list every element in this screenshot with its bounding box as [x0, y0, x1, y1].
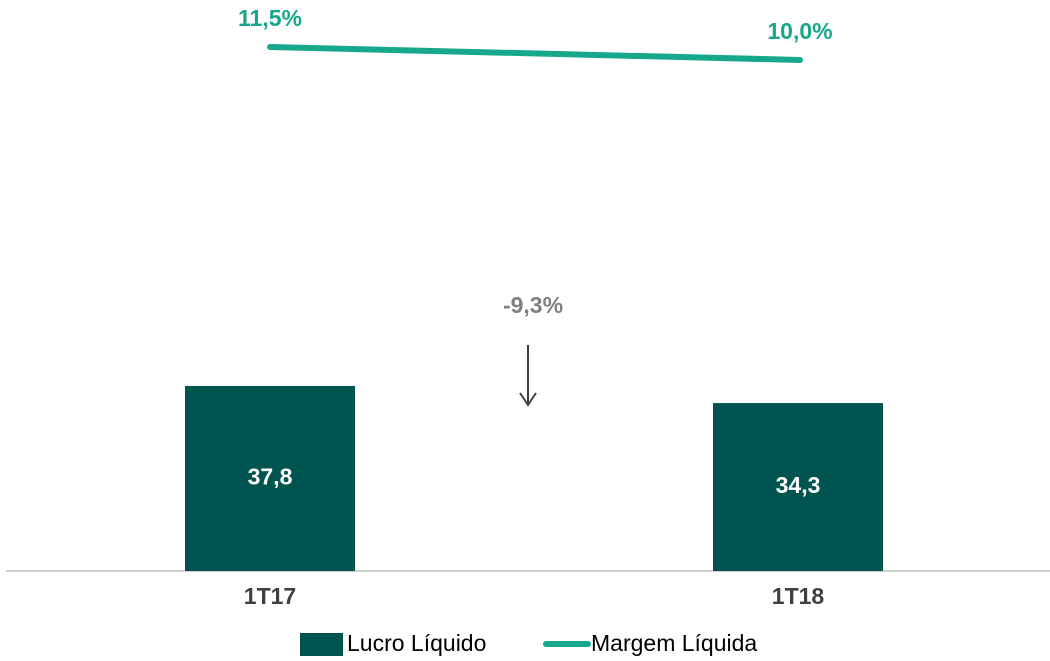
bar	[713, 403, 883, 571]
legend-swatch	[300, 633, 343, 656]
legend-label: Margem Líquida	[591, 630, 757, 656]
arrow-head	[519, 392, 537, 407]
annotation: -9,3%	[503, 292, 563, 318]
line-value-label: 10,0%	[767, 18, 832, 44]
line-value-label: 11,5%	[238, 5, 302, 31]
x-tick-label: 1T17	[244, 583, 296, 609]
bar-value-label: 37,8	[248, 464, 293, 490]
bar-value-label: 34,3	[776, 472, 821, 498]
bar	[185, 385, 355, 571]
legend-label: Lucro Líquido	[347, 630, 486, 656]
x-tick-label: 1T18	[772, 583, 825, 609]
line	[267, 43, 803, 63]
